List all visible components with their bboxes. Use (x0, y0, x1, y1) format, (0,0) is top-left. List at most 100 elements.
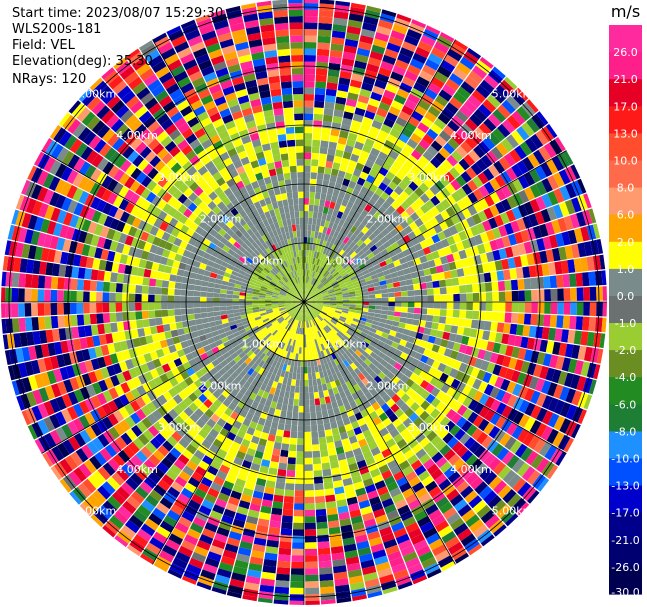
velocity-gate (208, 403, 219, 414)
velocity-gate (197, 268, 205, 276)
velocity-ray (304, 302, 383, 599)
velocity-gate (69, 138, 83, 154)
velocity-gate (357, 231, 365, 239)
velocity-gate (130, 472, 144, 486)
velocity-gate (256, 77, 269, 86)
velocity-gate (302, 308, 304, 315)
velocity-gate (30, 359, 41, 375)
velocity-gate (287, 238, 292, 246)
velocity-gate (294, 211, 300, 218)
velocity-gate (464, 490, 478, 504)
velocity-gate (409, 58, 424, 70)
velocity-gate (257, 322, 265, 328)
velocity-gate (506, 454, 520, 469)
velocity-gate (329, 229, 336, 237)
velocity-gate (198, 384, 208, 394)
velocity-gate (418, 470, 431, 482)
velocity-gate (311, 431, 319, 439)
velocity-gate (222, 398, 232, 408)
velocity-gate (387, 459, 399, 470)
velocity-gate (280, 449, 289, 458)
velocity-gate (393, 433, 404, 444)
velocity-gate (550, 302, 558, 315)
velocity-gate (245, 120, 257, 129)
velocity-gate (242, 487, 254, 497)
velocity-gate (242, 334, 250, 341)
velocity-gate (141, 175, 152, 188)
velocity-gate (135, 396, 146, 409)
velocity-gate (289, 22, 303, 30)
velocity-gate (262, 354, 269, 362)
velocity-gate (205, 233, 215, 242)
velocity-gate (189, 412, 200, 423)
velocity-gate (296, 230, 301, 238)
velocity-gate (269, 223, 276, 231)
velocity-gate (325, 333, 331, 341)
velocity-gate (248, 441, 258, 451)
velocity-gate (123, 189, 135, 202)
velocity-gate (207, 385, 217, 394)
velocity-gate (172, 200, 183, 211)
velocity-gate (37, 289, 45, 302)
velocity-gate (448, 541, 464, 555)
velocity-gate (120, 128, 134, 142)
velocity-gate (375, 135, 386, 146)
velocity-gate (271, 215, 278, 224)
velocity-gate (421, 556, 437, 569)
velocity-gate (426, 568, 442, 579)
velocity-gate (181, 128, 194, 139)
velocity-gate (177, 328, 185, 336)
velocity-gate (283, 336, 289, 344)
velocity-gate (191, 76, 206, 88)
velocity-gate (304, 237, 308, 244)
velocity-gate (122, 283, 130, 293)
velocity-ray (139, 40, 304, 302)
velocity-gate (175, 275, 184, 283)
velocity-gate (478, 311, 486, 321)
velocity-gate (283, 205, 290, 213)
velocity-gate (310, 172, 317, 180)
velocity-gate (511, 425, 524, 440)
velocity-gate (213, 335, 221, 342)
velocity-gate (324, 429, 333, 437)
velocity-gate (37, 419, 50, 435)
velocity-gate (240, 394, 249, 404)
velocity-gate (288, 450, 297, 458)
velocity-gate (449, 350, 459, 360)
velocity-gate (318, 252, 323, 260)
velocity-gate (220, 289, 227, 294)
velocity-gate (214, 533, 228, 544)
velocity-gate (1, 303, 6, 318)
velocity-gate (198, 460, 210, 471)
velocity-gate (156, 113, 170, 126)
velocity-gate (393, 527, 408, 539)
velocity-gate (64, 455, 78, 471)
velocity-gate (113, 397, 124, 410)
velocity-gate (96, 157, 109, 171)
velocity-gate (234, 212, 243, 222)
velocity-gate (223, 340, 231, 348)
velocity-gate (245, 296, 253, 300)
velocity-gate (452, 67, 468, 81)
velocity-gate (151, 195, 162, 207)
velocity-gate (258, 253, 265, 261)
velocity-gate (339, 226, 346, 235)
velocity-gate (285, 476, 295, 484)
velocity-gate (306, 321, 309, 328)
velocity-gate (161, 280, 170, 288)
velocity-gate (289, 444, 297, 452)
velocity-gate (262, 103, 273, 112)
velocity-gate (336, 321, 344, 327)
velocity-gate (395, 454, 407, 465)
velocity-gate (456, 445, 469, 458)
velocity-gate (304, 289, 306, 296)
velocity-gate (475, 84, 491, 99)
velocity-gate (383, 139, 395, 150)
velocity-gate (192, 196, 203, 207)
velocity-gate (96, 302, 103, 313)
velocity-gate (386, 42, 401, 53)
velocity-gate (238, 54, 252, 64)
velocity-gate (305, 542, 317, 549)
velocity-gate (316, 281, 322, 288)
velocity-gate (215, 124, 227, 134)
